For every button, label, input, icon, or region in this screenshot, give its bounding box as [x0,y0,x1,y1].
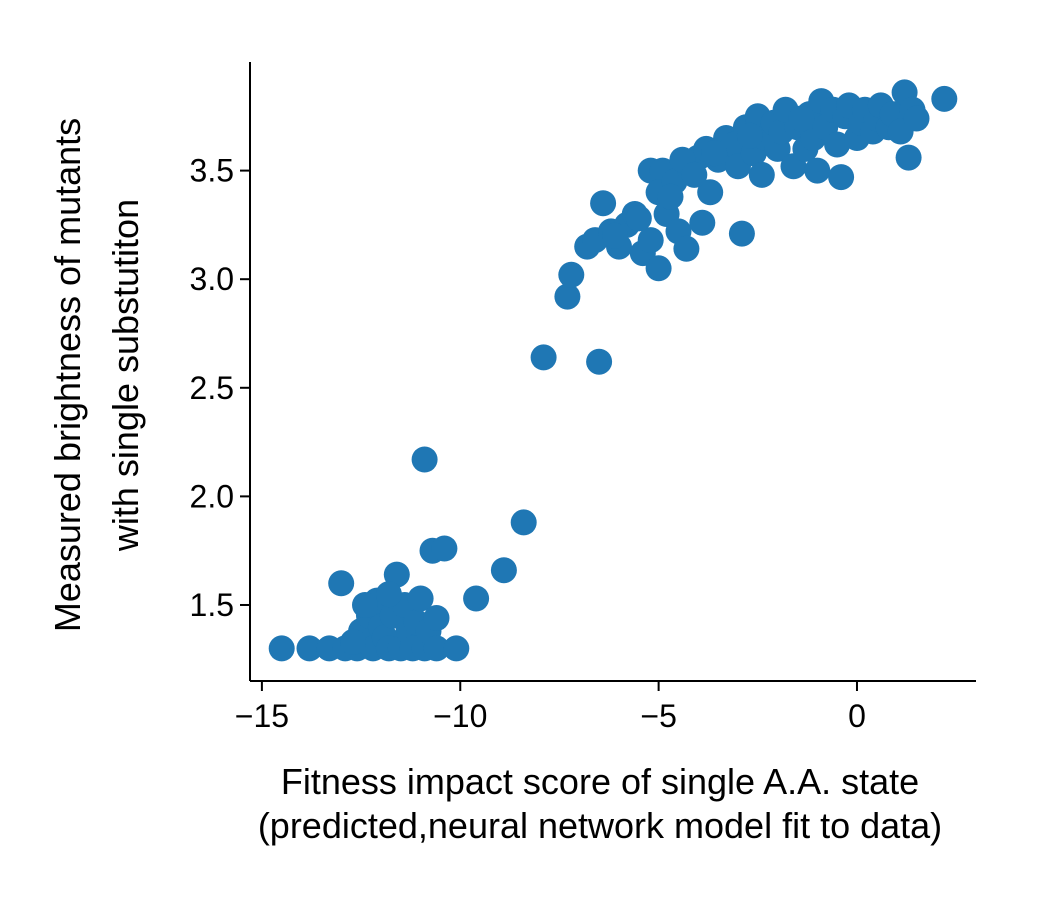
y-axis-ticks: 1.5 2.0 2.5 3.0 3.5 [190,153,250,623]
data-point [788,105,815,132]
data-point [268,635,295,662]
data-point [510,509,537,536]
data-point [681,161,708,188]
data-point [895,144,922,171]
x-tick-label: −10 [433,698,487,734]
x-axis-label: Fitness impact score of single A.A. stat… [258,761,942,846]
data-point [296,635,323,662]
data-point [590,190,617,217]
data-point [931,85,958,112]
data-point [423,635,450,662]
data-point [383,561,410,588]
data-point [657,183,684,210]
data-point [736,122,763,149]
data-point [828,164,855,191]
data-point [423,605,450,631]
x-axis-ticks: −15 −10 −5 0 [235,681,866,734]
x-tick-label: −15 [235,698,289,734]
y-tick-label: 1.5 [190,587,234,623]
x-axis-label-line: (predicted,neural network model fit to d… [258,805,942,846]
y-axis-label: Measured brightness of mutants with singl… [47,118,146,632]
data-point [340,628,367,655]
data-point [804,157,831,184]
data-point [748,161,775,188]
data-point [824,131,851,158]
data-point [328,570,355,597]
data-point [530,344,557,371]
data-point [602,222,628,249]
data-point [689,209,716,236]
data-point [625,205,652,232]
y-axis-label-line: with single substutiton [105,199,146,552]
data-point [701,140,728,167]
data-point [697,179,724,206]
data-point [645,255,672,282]
data-point [637,227,664,254]
data-point [375,581,402,608]
data-point [352,592,378,618]
y-tick-label: 3.5 [190,153,234,189]
data-point [411,446,438,473]
data-point [407,585,434,612]
points-layer [268,79,958,662]
y-axis-label-line: Measured brightness of mutants [47,118,88,632]
data-point [586,348,613,375]
data-point [431,535,458,562]
data-point [903,105,930,132]
y-tick-label: 2.0 [190,478,234,514]
data-point [443,635,470,662]
data-point [558,261,585,288]
x-tick-label: −5 [640,698,676,734]
y-tick-label: 2.5 [190,370,234,406]
data-point [554,283,581,310]
data-point [673,235,700,262]
x-axis-label-line: Fitness impact score of single A.A. stat… [281,761,919,802]
data-point [490,557,517,584]
y-tick-label: 3.0 [190,261,234,297]
x-tick-label: 0 [848,698,866,734]
data-point [463,585,490,612]
data-point [728,220,755,247]
